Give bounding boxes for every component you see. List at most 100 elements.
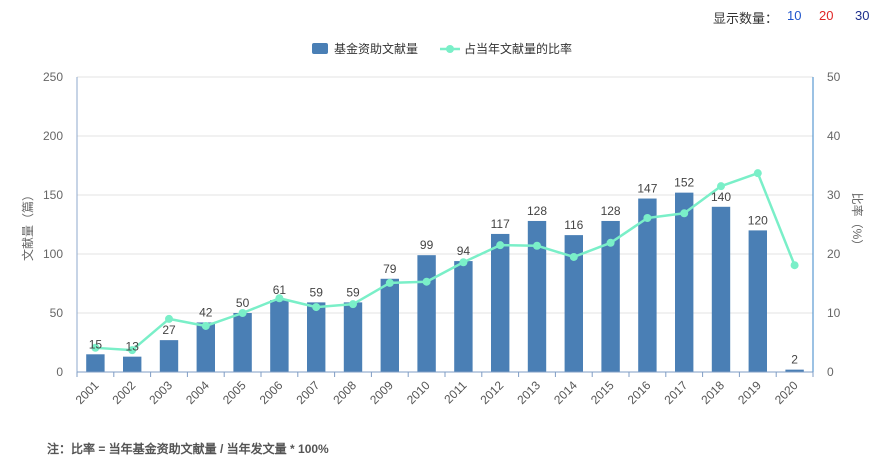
- x-tick-label: 2013: [514, 378, 543, 407]
- footnote: 注：比率 = 当年基金资助文献量 / 当年发文量 * 100%: [47, 442, 329, 456]
- y-tick-label-left: 0: [56, 365, 63, 379]
- x-tick-label: 2011: [441, 378, 469, 406]
- x-tick-label: 2002: [110, 378, 139, 407]
- y-tick-label-left: 200: [43, 129, 63, 143]
- bar-2016: [638, 198, 657, 372]
- y-tick-label-left: 250: [43, 70, 63, 84]
- bar-value-label: 15: [89, 337, 103, 351]
- ratio-line: [95, 171, 796, 352]
- bar-2011: [454, 261, 473, 372]
- x-tick-label: 2003: [146, 378, 175, 407]
- bar-value-label: 42: [199, 305, 213, 319]
- bar-value-label: 94: [457, 244, 471, 258]
- legend-bar-label: 基金资助文献量: [334, 41, 418, 56]
- legend-line-dot: [446, 45, 454, 53]
- bar-value-label: 99: [420, 238, 434, 252]
- y-tick-label-right: 50: [827, 70, 841, 84]
- x-tick-label: 2015: [588, 378, 617, 407]
- bar-value-label: 140: [711, 190, 731, 204]
- legend-bar-swatch: [312, 43, 328, 54]
- bar-value-label: 59: [346, 285, 360, 299]
- bar-2013: [527, 220, 547, 372]
- x-tick-label: 2001: [73, 378, 102, 407]
- ratio-point-2018: [717, 182, 725, 191]
- y-tick-label-left: 100: [43, 247, 63, 261]
- x-tick-label: 2009: [367, 378, 396, 407]
- display-count-label: 显示数量：: [713, 11, 779, 26]
- ratio-point-2006: [275, 294, 284, 303]
- bar-2004: [196, 322, 215, 372]
- x-tick-label: 2008: [330, 378, 359, 407]
- legend-item-line[interactable]: 占当年文献量的比率: [440, 41, 572, 56]
- legend-item-bar[interactable]: 基金资助文献量: [312, 41, 418, 56]
- bar-value-label: 152: [674, 176, 694, 190]
- y-axis-left-title: 文献量（篇）: [20, 189, 35, 261]
- ratio-point-2014: [569, 252, 578, 261]
- bar-2001: [86, 354, 105, 372]
- bar-value-label: 117: [491, 217, 510, 231]
- x-tick-label: 2014: [551, 378, 580, 407]
- x-tick-label: 2018: [698, 378, 727, 407]
- bar-value-label: 116: [564, 218, 583, 232]
- ratio-point-2013: [533, 241, 541, 250]
- bar-value-label: 79: [383, 262, 397, 276]
- x-tick-label: 2006: [257, 378, 286, 407]
- x-tick-label: 2017: [662, 378, 691, 407]
- bar-value-label: 120: [748, 213, 768, 227]
- ratio-point-2008: [349, 300, 357, 309]
- x-tick-label: 2005: [220, 378, 249, 407]
- bar-value-label: 13: [126, 340, 140, 354]
- bar-2002: [123, 356, 142, 372]
- display-count-option-10[interactable]: 10: [787, 8, 802, 23]
- legend: 基金资助文献量 占当年文献量的比率: [312, 41, 572, 56]
- ratio-point-2007: [312, 303, 321, 312]
- y-axis-right-title: 比率（%）: [850, 193, 865, 252]
- bar-2012: [491, 233, 510, 372]
- y-tick-label-right: 10: [827, 306, 841, 320]
- bar-2017: [675, 192, 694, 372]
- bar-value-label: 61: [273, 283, 287, 297]
- ratio-point-2010: [422, 277, 431, 286]
- ratio-point-2012: [496, 241, 505, 250]
- bar-2006: [270, 300, 289, 372]
- y-tick-label-right: 30: [827, 188, 841, 202]
- bar-value-label: 128: [527, 204, 547, 218]
- bar-2020: [785, 369, 804, 372]
- bar-2007: [307, 302, 326, 372]
- ratio-point-2015: [606, 238, 615, 247]
- y-tick-label-left: 50: [50, 306, 64, 320]
- legend-line-label: 占当年文献量的比率: [464, 41, 572, 56]
- bar-value-label: 2: [791, 353, 798, 367]
- bar-value-label: 50: [236, 296, 250, 310]
- bar-2019: [748, 230, 767, 372]
- grid-layer: [77, 76, 813, 314]
- bar-2010: [417, 255, 436, 372]
- display-count-option-30[interactable]: 30: [855, 8, 870, 23]
- bar-value-label: 59: [310, 285, 324, 299]
- x-tick-label: 2012: [478, 378, 507, 407]
- ratio-point-2005: [238, 309, 247, 317]
- bar-2003: [159, 340, 179, 372]
- bar-value-label: 147: [637, 182, 657, 196]
- bar-layer: [86, 192, 804, 372]
- bar-2014: [564, 235, 583, 372]
- ratio-point-2002: [128, 346, 137, 355]
- ratio-point-2011: [459, 258, 468, 267]
- y-tick-label-right: 40: [827, 129, 841, 143]
- x-tick-label: 2010: [404, 378, 433, 407]
- x-tick-label: 2020: [772, 378, 801, 407]
- y-tick-label-left: 150: [43, 188, 63, 202]
- display-count-option-20[interactable]: 20: [819, 8, 834, 23]
- x-tick-label: 2016: [625, 378, 654, 407]
- bar-2008: [343, 302, 363, 372]
- ratio-point-2003: [165, 314, 173, 323]
- bar-value-label: 27: [162, 323, 176, 337]
- line-layer: [91, 169, 799, 355]
- bar-2009: [380, 278, 399, 372]
- ratio-point-2009: [385, 278, 394, 287]
- x-tick-label: 2007: [294, 378, 323, 407]
- ratio-point-2019: [753, 169, 762, 178]
- x-tick-label: 2019: [735, 378, 764, 407]
- ratio-point-2001: [91, 343, 100, 352]
